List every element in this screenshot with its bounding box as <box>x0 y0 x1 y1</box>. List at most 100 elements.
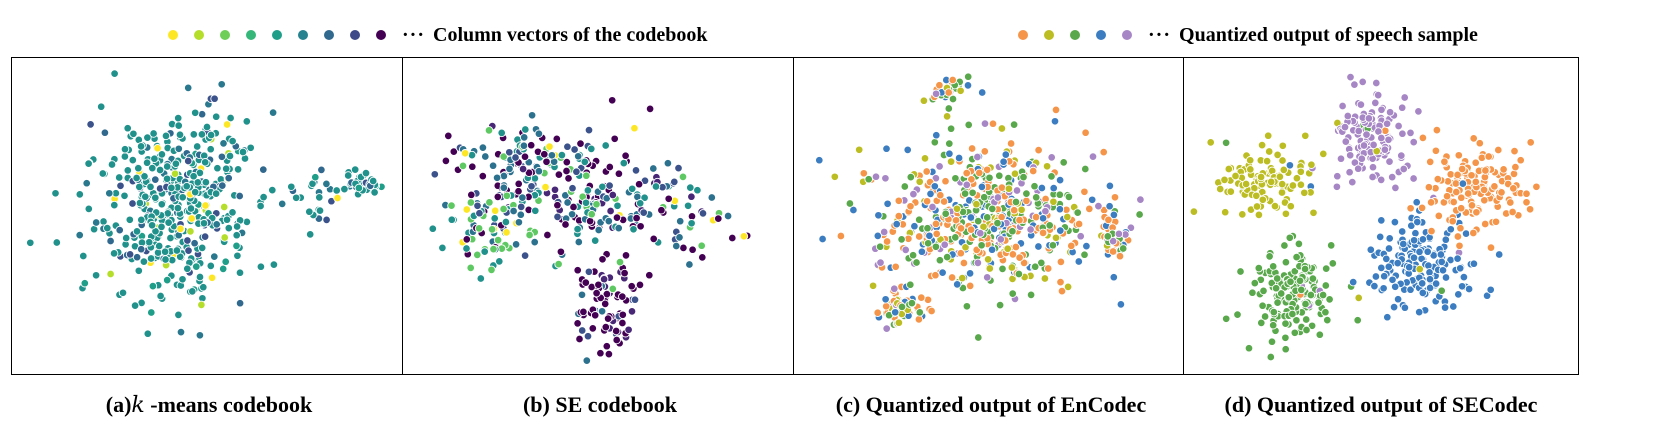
point-b <box>527 111 537 120</box>
point-b <box>499 183 509 192</box>
point-a <box>183 236 192 245</box>
point-a <box>333 193 342 203</box>
point-d <box>1290 328 1300 338</box>
point-c <box>1030 262 1040 271</box>
point-b <box>531 206 540 216</box>
point-a <box>192 262 201 271</box>
point-c <box>1009 120 1019 129</box>
point-b <box>573 319 582 328</box>
point-b <box>502 228 511 237</box>
point-b <box>428 224 438 233</box>
point-a <box>173 113 183 123</box>
point-d <box>1377 263 1386 273</box>
point-d <box>1301 131 1310 141</box>
point-c <box>1004 184 1014 193</box>
point-d <box>1456 203 1466 213</box>
point-d <box>1301 315 1311 324</box>
point-a <box>221 257 230 266</box>
point-a <box>161 131 171 141</box>
point-b <box>511 240 521 249</box>
point-b <box>562 157 572 167</box>
point-a <box>197 130 207 139</box>
point-b <box>499 204 508 214</box>
point-b <box>627 307 637 316</box>
point-d <box>1406 285 1415 294</box>
point-a <box>146 182 155 192</box>
point-d <box>1345 151 1355 160</box>
point-c <box>926 189 935 199</box>
point-d <box>1372 78 1381 88</box>
point-b <box>596 348 605 358</box>
point-a <box>154 241 164 251</box>
point-b <box>663 158 673 168</box>
point-c <box>881 302 891 311</box>
point-a <box>132 227 142 236</box>
point-a <box>219 139 228 148</box>
point-d <box>1266 177 1276 187</box>
point-c <box>925 231 934 241</box>
point-d <box>1394 121 1403 131</box>
point-d <box>1491 217 1501 227</box>
point-d <box>1431 279 1441 288</box>
point-c <box>1006 139 1016 148</box>
point-d <box>1292 252 1301 262</box>
point-d <box>1458 179 1468 188</box>
caption-a: (a)k -means codebook <box>105 392 313 418</box>
point-d <box>1250 278 1260 288</box>
point-c <box>931 173 941 183</box>
point-b <box>739 232 749 241</box>
point-b <box>615 257 625 267</box>
point-b <box>525 230 534 240</box>
point-d <box>1404 262 1414 272</box>
point-d <box>1409 253 1419 262</box>
point-d <box>1437 286 1446 295</box>
point-c <box>1037 258 1046 268</box>
point-b <box>629 225 638 234</box>
point-a <box>135 182 144 192</box>
point-b <box>693 185 702 195</box>
point-a <box>109 249 119 258</box>
point-d <box>1357 154 1367 163</box>
point-d <box>1258 195 1268 205</box>
point-c <box>1019 172 1028 182</box>
point-c <box>873 231 883 241</box>
point-d <box>1508 207 1517 217</box>
point-a <box>106 269 115 279</box>
point-d <box>1417 203 1427 213</box>
point-b <box>564 174 573 183</box>
point-b <box>473 201 482 211</box>
caption-c: (c) Quantized output of EnCodec <box>835 392 1147 417</box>
point-b <box>473 250 482 260</box>
point-d <box>1260 312 1270 321</box>
point-b <box>553 200 562 210</box>
point-b <box>524 168 534 177</box>
point-c <box>1017 205 1026 215</box>
point-b <box>488 161 498 170</box>
legend-swatches-speech <box>1018 30 1148 40</box>
point-a <box>147 308 156 317</box>
point-d <box>1377 105 1386 115</box>
point-a <box>140 172 149 181</box>
point-d <box>1406 204 1415 213</box>
point-d <box>1256 172 1266 182</box>
point-a <box>340 184 349 194</box>
point-d <box>1475 138 1485 148</box>
point-d <box>1292 316 1301 325</box>
point-d <box>1440 157 1449 166</box>
point-c <box>1022 189 1031 198</box>
point-b <box>635 199 645 208</box>
point-a <box>151 193 160 203</box>
point-d <box>1226 187 1236 196</box>
point-d <box>1257 140 1267 150</box>
point-b <box>534 166 544 176</box>
point-c <box>871 172 881 181</box>
point-d <box>1382 254 1391 264</box>
point-d <box>1307 160 1316 169</box>
point-b <box>476 274 486 283</box>
point-d <box>1384 262 1394 271</box>
point-d <box>1215 184 1225 194</box>
legend-swatch-2 <box>1070 30 1080 40</box>
point-a <box>199 219 209 228</box>
point-b <box>447 215 457 224</box>
point-c <box>912 258 921 267</box>
